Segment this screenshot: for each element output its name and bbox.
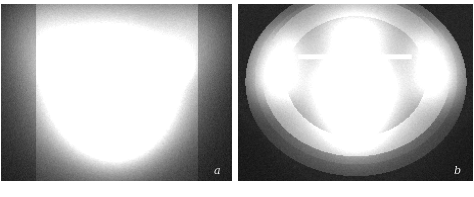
Text: b: b — [454, 166, 461, 176]
Text: a: a — [214, 166, 220, 176]
